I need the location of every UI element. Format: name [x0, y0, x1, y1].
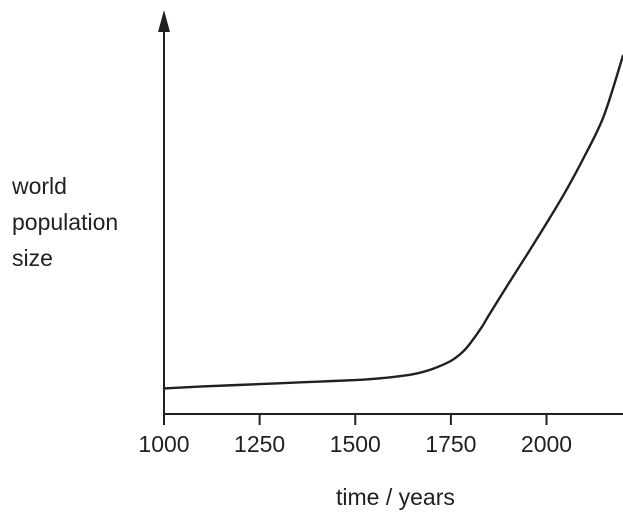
y-axis-arrowhead	[158, 10, 170, 32]
y-axis-label-line-3: size	[12, 245, 53, 271]
population-curve	[162, 54, 623, 390]
y-axis-label-line-1: world	[12, 173, 67, 199]
x-tick-label-1500: 1500	[330, 431, 381, 457]
x-tick-label-1750: 1750	[425, 431, 476, 457]
x-tick-label-1000: 1000	[138, 431, 189, 457]
x-tick-label-2000: 2000	[521, 431, 572, 457]
x-axis-tick-labels: 1000 1250 1500 1750 2000	[138, 431, 572, 457]
x-axis-ticks	[163, 414, 548, 425]
y-axis-label-line-2: population	[12, 209, 119, 235]
x-axis-label: time / years	[336, 484, 455, 510]
x-tick-label-1250: 1250	[234, 431, 285, 457]
